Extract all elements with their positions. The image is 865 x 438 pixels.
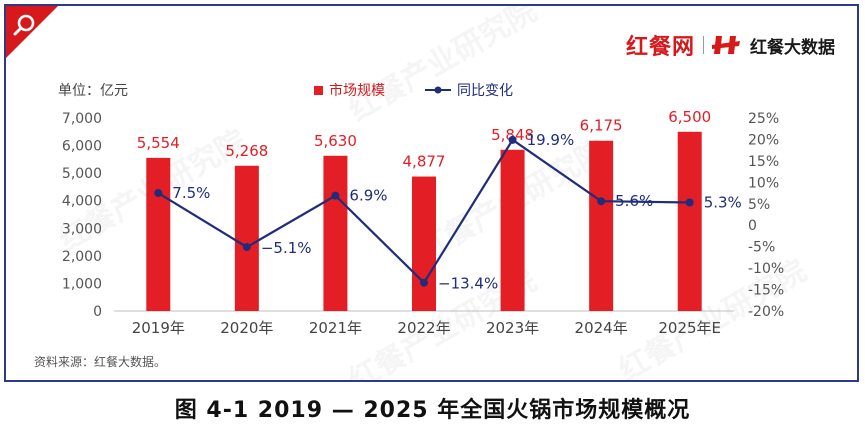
x-tick-label: 2020年 — [220, 319, 273, 337]
bar — [234, 165, 259, 311]
chart-plot: 0 1,000 2,000 3,000 4,000 5,000 6,000 7,000 -20%… — [62, 108, 784, 337]
y-right-tick-label: -5% — [748, 240, 775, 256]
growth-data-label: −5.1% — [261, 239, 312, 257]
y-left-tick-label: 6,000 — [62, 139, 102, 155]
growth-data-label: 7.5% — [172, 184, 210, 202]
y-right-tick-label: -10% — [748, 261, 784, 277]
growth-point — [154, 189, 163, 198]
x-tick-label: 2019年 — [132, 319, 185, 337]
legend-line-swatch — [425, 86, 451, 94]
bar — [412, 176, 436, 311]
x-tick-label: 2025年E — [658, 319, 721, 337]
y-left-tick-label: 5,000 — [62, 166, 102, 182]
legend-item-line: 同比变化 — [425, 80, 513, 100]
bar-data-label: 5,268 — [225, 142, 268, 160]
legend-line-label: 同比变化 — [457, 83, 513, 99]
chart-frame: 红餐产业研究院 红餐产业研究院 红餐产业研究院 红餐产业研究院 红餐产业研究院 … — [4, 4, 859, 382]
y-right-tick-label: -20% — [748, 304, 784, 320]
y-right-tick-label: 5% — [748, 197, 770, 213]
growth-data-label: 19.9% — [527, 131, 575, 149]
bar — [323, 155, 348, 311]
bar — [589, 140, 614, 311]
brand-sub-name: 红餐大数据 — [750, 37, 835, 58]
y-left-tick-label: 2,000 — [62, 249, 102, 265]
growth-data-label: 5.3% — [704, 193, 742, 211]
search-icon — [13, 14, 35, 36]
bar-data-label: 4,877 — [403, 153, 446, 171]
y-left-tick-label: 0 — [93, 304, 102, 320]
legend: 市场规模 同比变化 — [314, 80, 513, 100]
unit-label: 单位：亿元 — [58, 83, 128, 99]
source-note: 资料来源：红餐大数据。 — [34, 355, 167, 369]
bar — [146, 157, 171, 311]
y-right-tick-label: 25% — [748, 111, 779, 127]
y-right-tick-label: 10% — [748, 175, 779, 191]
bar — [500, 149, 525, 311]
growth-point — [242, 243, 251, 252]
x-tick-label: 2022年 — [397, 319, 450, 337]
growth-point — [685, 198, 694, 207]
y-right-tick-label: 0 — [748, 218, 757, 234]
y-right-tick-label: 20% — [748, 132, 779, 148]
legend-bar-label: 市场规模 — [329, 83, 385, 99]
bar-data-label: 5,848 — [491, 126, 534, 144]
y-left-tick-label: 1,000 — [62, 276, 102, 292]
x-tick-label: 2021年 — [309, 319, 362, 337]
growth-data-label: 5.6% — [615, 192, 653, 210]
growth-point — [597, 197, 606, 206]
growth-point — [331, 191, 340, 200]
legend-bar-swatch — [314, 85, 323, 95]
y-right-tick-label: -15% — [748, 283, 784, 299]
x-tick-label: 2024年 — [575, 319, 628, 337]
brand-logo-icon — [712, 36, 740, 54]
figure-caption: 图 4-1 2019 — 2025 年全国火锅市场规模概况 — [174, 398, 691, 423]
bar-data-label: 5,554 — [137, 134, 180, 152]
y-left-tick-label: 3,000 — [62, 221, 102, 237]
growth-data-label: −13.4% — [438, 275, 498, 293]
growth-data-label: 6.9% — [349, 187, 387, 205]
growth-point — [508, 135, 517, 144]
bar-data-label: 6,175 — [580, 117, 623, 135]
bar-data-label: 6,500 — [668, 108, 711, 126]
legend-item-bar: 市场规模 — [314, 80, 385, 100]
growth-point — [420, 278, 428, 287]
brand-header: 红餐网 红餐大数据 — [626, 30, 835, 60]
y-left-tick-label: 7,000 — [62, 111, 102, 127]
brand-separator — [703, 36, 704, 54]
y-right-tick-label: 15% — [748, 154, 779, 170]
bar-data-label: 5,630 — [314, 132, 357, 150]
y-left-tick-label: 4,000 — [62, 194, 102, 210]
x-tick-label: 2023年 — [486, 319, 539, 337]
bar — [677, 131, 702, 311]
brand-name: 红餐网 — [625, 35, 695, 60]
